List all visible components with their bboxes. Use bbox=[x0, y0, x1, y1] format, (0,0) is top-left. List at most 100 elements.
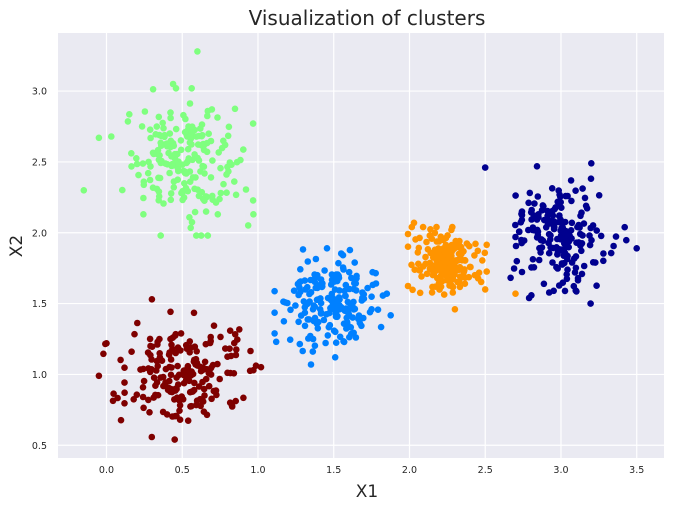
data-point bbox=[163, 140, 171, 147]
data-point bbox=[481, 286, 489, 293]
data-point bbox=[187, 133, 194, 140]
data-point bbox=[565, 243, 572, 251]
data-point bbox=[578, 209, 585, 216]
data-point bbox=[533, 163, 541, 170]
data-point bbox=[205, 369, 213, 377]
data-point bbox=[146, 176, 154, 184]
data-point bbox=[180, 379, 188, 387]
data-point bbox=[313, 296, 321, 304]
data-point bbox=[567, 227, 575, 234]
data-point bbox=[607, 249, 615, 257]
data-point bbox=[103, 340, 110, 347]
y-axis-label: X2 bbox=[7, 235, 27, 257]
x-tick-label: 3.0 bbox=[553, 465, 568, 476]
data-point bbox=[428, 289, 436, 296]
data-point bbox=[451, 306, 459, 313]
data-point bbox=[307, 289, 315, 296]
data-point bbox=[160, 200, 167, 207]
data-point bbox=[140, 194, 147, 202]
data-point bbox=[187, 224, 194, 232]
data-point bbox=[340, 338, 348, 346]
data-point bbox=[351, 259, 359, 266]
data-point bbox=[412, 236, 419, 243]
data-point bbox=[180, 371, 188, 379]
data-point bbox=[182, 341, 190, 349]
data-point bbox=[287, 306, 294, 314]
data-point bbox=[297, 266, 304, 273]
x-tick-label: 1.0 bbox=[250, 465, 265, 476]
data-point bbox=[578, 240, 586, 247]
data-point bbox=[167, 190, 175, 197]
data-point bbox=[448, 261, 455, 269]
data-point bbox=[200, 408, 208, 416]
data-point bbox=[404, 243, 412, 250]
y-tick-label: 1.5 bbox=[32, 299, 47, 310]
data-point bbox=[191, 185, 198, 193]
data-point bbox=[174, 362, 181, 370]
data-point bbox=[332, 339, 340, 347]
data-point bbox=[231, 105, 239, 113]
data-point bbox=[121, 379, 128, 386]
data-point bbox=[364, 284, 371, 292]
data-point bbox=[195, 192, 203, 200]
data-point bbox=[158, 132, 165, 140]
data-point bbox=[517, 219, 525, 226]
data-point bbox=[200, 385, 208, 393]
data-point bbox=[429, 283, 436, 291]
data-point bbox=[174, 150, 181, 158]
data-point bbox=[612, 233, 620, 240]
data-point bbox=[409, 286, 416, 294]
data-point bbox=[572, 264, 580, 272]
data-point bbox=[419, 223, 427, 231]
data-point bbox=[232, 351, 240, 359]
data-point bbox=[181, 128, 189, 136]
data-point bbox=[326, 321, 334, 329]
data-point bbox=[155, 174, 162, 182]
data-point bbox=[128, 150, 135, 157]
data-point bbox=[578, 247, 585, 255]
data-point bbox=[538, 244, 546, 251]
data-point bbox=[188, 85, 195, 92]
data-point bbox=[547, 236, 554, 243]
data-point bbox=[217, 333, 224, 341]
data-point bbox=[213, 391, 220, 399]
data-point bbox=[368, 306, 375, 313]
x-tick-label: 0.0 bbox=[99, 465, 114, 476]
data-point bbox=[205, 382, 213, 390]
data-point bbox=[146, 409, 153, 416]
data-point bbox=[169, 413, 176, 420]
data-point bbox=[568, 219, 576, 227]
data-point bbox=[334, 312, 341, 320]
plot-area bbox=[58, 33, 664, 458]
data-point bbox=[179, 187, 186, 195]
data-point bbox=[217, 189, 225, 197]
data-point bbox=[410, 219, 418, 227]
data-point bbox=[250, 211, 257, 218]
data-point bbox=[312, 255, 320, 263]
data-point bbox=[461, 257, 469, 264]
data-point bbox=[422, 253, 429, 261]
data-point bbox=[286, 336, 294, 344]
data-point bbox=[249, 120, 257, 127]
data-point bbox=[535, 211, 542, 218]
data-point bbox=[540, 280, 548, 288]
data-point bbox=[133, 160, 141, 168]
data-point bbox=[347, 324, 355, 331]
data-point bbox=[249, 197, 257, 204]
x-tick-label: 2.0 bbox=[402, 465, 417, 476]
data-point bbox=[166, 169, 173, 177]
data-point bbox=[580, 262, 588, 270]
data-point bbox=[152, 131, 159, 138]
data-point bbox=[322, 339, 329, 347]
data-point bbox=[600, 257, 607, 265]
data-point bbox=[188, 123, 196, 130]
data-point bbox=[512, 290, 519, 298]
data-point bbox=[232, 191, 240, 199]
data-point bbox=[581, 194, 589, 202]
data-point bbox=[168, 160, 176, 168]
data-point bbox=[435, 252, 443, 259]
data-point bbox=[507, 274, 514, 282]
data-point bbox=[580, 220, 588, 227]
data-point bbox=[95, 134, 103, 142]
data-point bbox=[559, 279, 567, 287]
